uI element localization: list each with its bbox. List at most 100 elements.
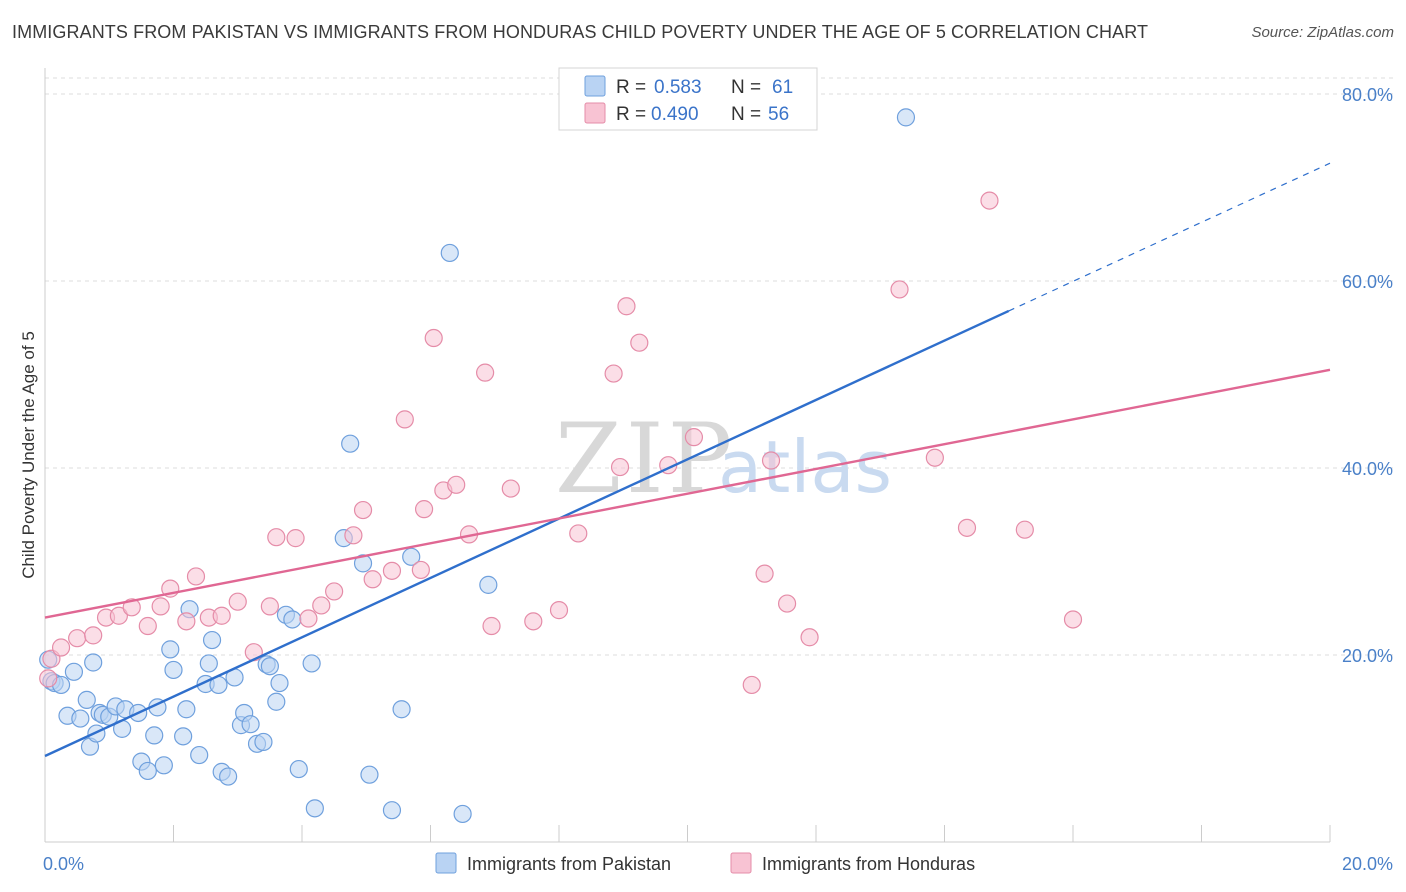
- point-honduras: [51, 638, 71, 657]
- point-honduras: [177, 612, 196, 631]
- point-pakistan: [64, 662, 84, 681]
- point-honduras: [890, 280, 909, 299]
- point-pakistan: [392, 700, 411, 719]
- point-honduras: [84, 626, 103, 645]
- legend-n-value-pakistan: 61: [772, 77, 793, 98]
- legend-r-value-pakistan: 0.583: [654, 77, 702, 98]
- point-honduras: [604, 364, 623, 383]
- y-tick-label: 60.0%: [1342, 272, 1393, 292]
- bottom-legend-label-honduras: Immigrants from Honduras: [762, 854, 975, 874]
- point-pakistan: [270, 673, 289, 693]
- legend-n-label-pakistan: N =: [731, 77, 761, 98]
- point-pakistan: [174, 727, 193, 746]
- point-pakistan: [260, 657, 279, 676]
- legend-r-value-honduras: 0.490: [651, 104, 699, 125]
- watermark-atlas: atlas: [718, 425, 892, 509]
- legend-r-label-pakistan: R =: [616, 77, 646, 98]
- point-honduras: [755, 564, 774, 583]
- bottom-legend-swatch-pakistan: [435, 852, 457, 874]
- series-honduras-points: [39, 191, 1083, 695]
- legend-n-value-honduras: 56: [768, 104, 789, 125]
- point-pakistan: [267, 692, 286, 711]
- point-pakistan: [177, 700, 196, 719]
- point-honduras: [414, 500, 434, 519]
- source-credit: Source: ZipAtlas.com: [1251, 24, 1394, 41]
- point-honduras: [980, 191, 999, 210]
- point-honduras: [138, 616, 157, 636]
- point-pakistan: [219, 767, 238, 786]
- point-pakistan: [353, 554, 373, 573]
- point-honduras: [957, 518, 977, 537]
- legend-swatch-honduras: [584, 102, 606, 124]
- point-honduras: [1015, 520, 1034, 539]
- point-pakistan: [154, 756, 173, 775]
- point-honduras: [761, 451, 781, 470]
- x-tick-label-min: 0.0%: [43, 854, 84, 874]
- point-honduras: [501, 479, 520, 498]
- point-pakistan: [71, 709, 90, 728]
- grid-lines: [45, 77, 1395, 656]
- point-honduras: [482, 616, 501, 636]
- y-axis-label: Child Poverty Under the Age of 5: [19, 331, 38, 579]
- legend-swatch-pakistan: [584, 75, 606, 97]
- point-honduras: [569, 524, 588, 543]
- trend-line-pakistan-extension: [1008, 162, 1331, 312]
- trend-lines: [44, 162, 1331, 758]
- x-tick-label-max: 20.0%: [1342, 854, 1393, 874]
- point-honduras: [151, 597, 170, 616]
- tick-labels: 20.0% 40.0% 60.0% 80.0% 0.0% 20.0%: [43, 85, 1393, 874]
- y-tick-label: 20.0%: [1342, 646, 1393, 666]
- point-honduras: [267, 528, 286, 547]
- point-pakistan: [402, 547, 421, 566]
- y-tick-label: 80.0%: [1342, 85, 1393, 105]
- point-honduras: [630, 333, 649, 352]
- bottom-legend-label-pakistan: Immigrants from Pakistan: [467, 854, 671, 874]
- point-honduras: [122, 598, 141, 617]
- point-honduras: [212, 606, 231, 625]
- point-honduras: [549, 601, 569, 620]
- point-honduras: [395, 410, 414, 429]
- point-pakistan: [199, 654, 218, 673]
- point-honduras: [411, 560, 430, 580]
- point-pakistan: [360, 765, 379, 784]
- watermark-zip: ZIP: [555, 403, 736, 515]
- point-pakistan: [84, 653, 103, 672]
- point-honduras: [476, 363, 495, 382]
- point-honduras: [447, 475, 466, 494]
- point-honduras: [353, 500, 373, 520]
- point-honduras: [424, 328, 443, 348]
- point-honduras: [325, 582, 344, 601]
- point-pakistan: [77, 690, 96, 709]
- bottom-legend: Immigrants from Pakistan Immigrants from…: [435, 852, 975, 874]
- point-honduras: [39, 669, 58, 688]
- watermark: ZIP atlas: [555, 403, 892, 515]
- chart-title: IMMIGRANTS FROM PAKISTAN VS IMMIGRANTS F…: [12, 22, 1149, 42]
- point-pakistan: [202, 630, 222, 650]
- point-honduras: [1063, 610, 1083, 629]
- point-honduras: [684, 428, 704, 447]
- point-honduras: [777, 594, 797, 613]
- point-honduras: [344, 526, 363, 545]
- trend-line-pakistan: [44, 309, 1010, 758]
- point-honduras: [363, 570, 382, 589]
- trend-line-honduras: [44, 368, 1331, 619]
- point-honduras: [382, 561, 402, 580]
- legend-r-label-honduras: R =: [616, 104, 646, 125]
- point-honduras: [800, 628, 819, 647]
- axes: [44, 68, 1331, 843]
- point-pakistan: [479, 575, 498, 594]
- point-pakistan: [302, 654, 321, 673]
- point-honduras: [610, 457, 630, 477]
- legend-n-label-honduras: N =: [731, 104, 761, 125]
- point-honduras: [260, 597, 279, 616]
- point-pakistan: [164, 660, 183, 680]
- point-honduras: [68, 629, 87, 648]
- point-honduras: [617, 297, 636, 316]
- point-honduras: [286, 529, 305, 548]
- point-pakistan: [138, 761, 157, 781]
- point-honduras: [312, 596, 331, 615]
- point-pakistan: [161, 640, 180, 659]
- point-pakistan: [896, 108, 916, 127]
- point-pakistan: [145, 726, 164, 745]
- point-pakistan: [254, 732, 273, 752]
